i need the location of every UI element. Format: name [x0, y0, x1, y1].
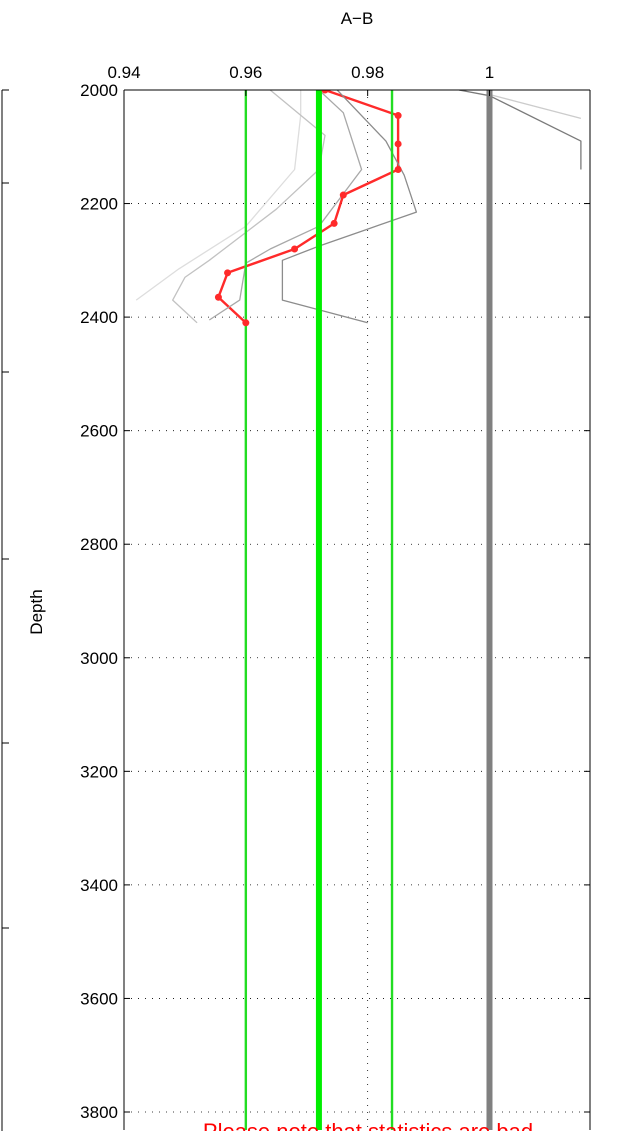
x-tick-label: 0.98 — [351, 63, 384, 82]
series-line-2 — [172, 90, 326, 324]
data-point-7 — [224, 269, 232, 277]
y-tick-label: 2400 — [80, 308, 118, 327]
y-tick-label: 2200 — [80, 195, 118, 214]
y-tick-label: 3000 — [80, 649, 118, 668]
data-point-2 — [394, 140, 402, 148]
x-tick-label: 1 — [485, 63, 494, 82]
y-tick-label: 2000 — [80, 81, 118, 100]
data-point-3 — [394, 165, 402, 173]
y-axis-label: Depth — [27, 589, 46, 634]
y-tick-label: 2800 — [80, 535, 118, 554]
series-line-6 — [489, 93, 582, 120]
x-tick-label: 0.96 — [229, 63, 262, 82]
data-point-1 — [394, 112, 402, 120]
y-tick-label: 2600 — [80, 422, 118, 441]
y-tick-label: 3600 — [80, 989, 118, 1008]
tick-labels: 2000 2200 2400 2600 2800 3000 3200 3400 3600 3800… — [80, 63, 494, 1122]
data-point-6 — [291, 245, 299, 253]
axes-frame — [123, 89, 591, 1130]
series-line-1 — [135, 90, 302, 301]
series-line-0 — [217, 90, 400, 324]
left-partial-axis — [1, 89, 9, 1131]
series-line-3 — [208, 90, 363, 321]
chart-title: A−B — [341, 9, 374, 28]
statistics-note: Please note that statistics are bad — [203, 1119, 533, 1131]
y-tick-label: 3400 — [80, 876, 118, 895]
data-point-8 — [214, 293, 222, 301]
data-point-9 — [242, 319, 250, 327]
series-layer — [135, 90, 582, 1130]
data-point-5 — [330, 219, 338, 227]
data-point-0 — [321, 90, 329, 94]
series-line-5 — [458, 90, 582, 170]
y-tick-label: 3200 — [80, 762, 118, 781]
x-tick-label: 0.94 — [107, 63, 140, 82]
data-point-4 — [339, 191, 347, 199]
series-line-4 — [281, 90, 418, 324]
grid-lines — [124, 90, 590, 1130]
y-tick-label: 3800 — [80, 1103, 118, 1122]
